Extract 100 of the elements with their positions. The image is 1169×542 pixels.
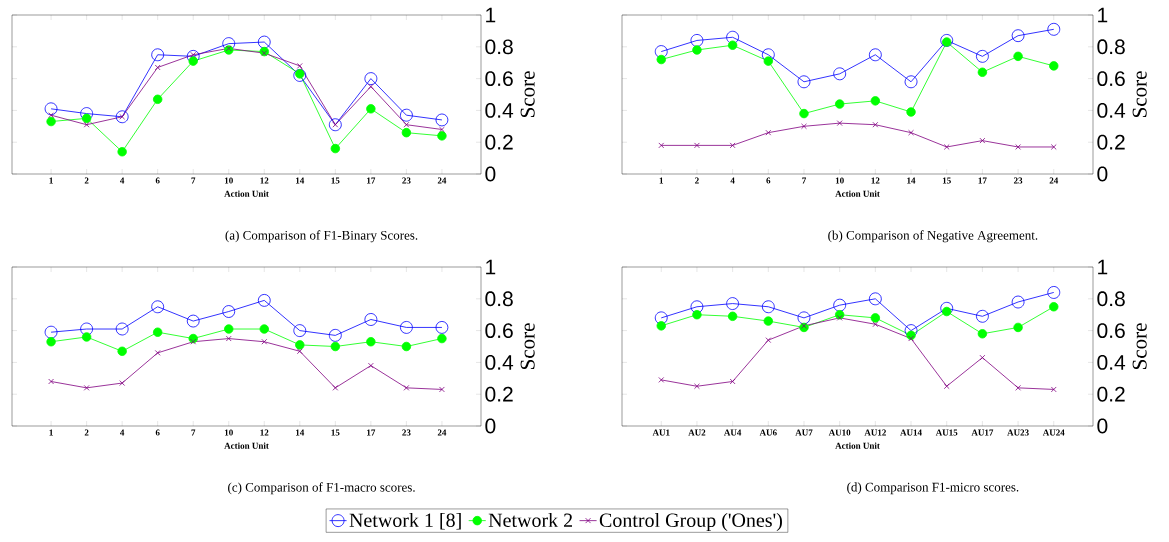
point [152,327,163,337]
x-tick-label: 2 [695,177,699,184]
x-tick-label: 4 [120,429,125,436]
point [1015,144,1021,150]
point [437,131,447,141]
point [979,137,986,144]
point [188,56,198,66]
point [437,333,447,344]
point [1047,286,1061,299]
y-tick-label: 0.2 [1097,134,1125,150]
point [119,380,126,386]
text: (c) Comparison of F1-macro scores. [228,482,415,495]
point [1011,29,1025,43]
point [870,313,881,323]
point [367,362,374,369]
point [257,35,271,49]
y-tick-label: 0.8 [485,291,513,307]
x-tick-label: 6 [155,429,160,436]
point [261,338,268,345]
x-tick-label: AU10 [828,429,851,436]
x-tick-label: 24 [437,177,447,184]
point [435,321,449,334]
point [328,118,342,132]
point [403,384,410,391]
point [152,94,163,104]
point [692,310,702,320]
y-tick-label: 0.6 [1097,71,1125,87]
point [797,75,811,89]
y-axis-title: Score [520,71,535,118]
point [44,102,58,116]
legend-label: Network 1 [8] [349,512,461,530]
point [906,107,916,117]
point [115,110,129,124]
point [48,112,54,119]
point [836,315,843,321]
point [658,142,665,149]
x-tick-label: AU24 [1042,429,1065,436]
point [761,48,775,62]
point [225,335,232,342]
x-tick-label: 24 [437,429,447,436]
point [117,346,127,356]
point [943,383,950,390]
point [908,335,914,342]
point [401,341,412,352]
point [296,348,303,355]
x-tick-label: 2 [84,429,89,436]
x-tick-label: 1 [659,177,664,184]
point [115,322,129,336]
point [1047,22,1061,36]
point [976,309,989,323]
x-tick-label: 12 [871,177,880,184]
x-tick-label: AU6 [759,429,777,436]
point [259,324,269,334]
point [656,54,666,65]
point [81,113,92,124]
text: (d) Comparison F1-micro scores. [847,482,1019,495]
point [1011,295,1025,309]
point [1013,51,1023,62]
x-tick-label: 23 [1013,177,1023,184]
x-axis-title: Action Unit [224,442,269,449]
x-tick-label: AU15 [935,429,958,436]
x-tick-label: 15 [942,177,951,184]
x-tick-label: 1 [49,429,53,436]
point [976,49,989,63]
point [726,30,740,44]
point [761,300,775,314]
point [366,104,376,114]
point [694,383,700,390]
x-tick-label: 12 [260,177,269,184]
point [799,108,809,119]
y-tick-label: 0.4 [1097,102,1126,118]
point [330,143,341,154]
x-tick-label: AU4 [723,429,742,436]
x-tick-label: 10 [224,429,233,436]
x-tick-label: AU23 [1007,429,1029,436]
text: (b) Comparison of Negative Agreement. [828,230,1038,243]
point [83,384,90,391]
point [222,305,236,318]
point [729,378,736,385]
x-tick-label: 17 [367,429,376,436]
point [801,123,807,130]
point [868,48,882,62]
x-tick-label: 6 [766,177,771,184]
point [872,321,879,328]
point [154,349,161,356]
point [870,96,881,106]
legend-label: Network 2 [488,512,573,528]
point [765,129,772,136]
point [439,386,445,393]
point [690,34,704,47]
point [151,300,165,314]
point [834,99,845,109]
point [435,113,449,127]
point [797,311,811,325]
point [726,297,740,310]
y-tick-label: 0.8 [1097,291,1125,307]
text: (a) Comparison of F1-Binary Scores. [225,230,418,243]
point [439,126,445,133]
point [833,298,847,312]
point [763,316,773,326]
